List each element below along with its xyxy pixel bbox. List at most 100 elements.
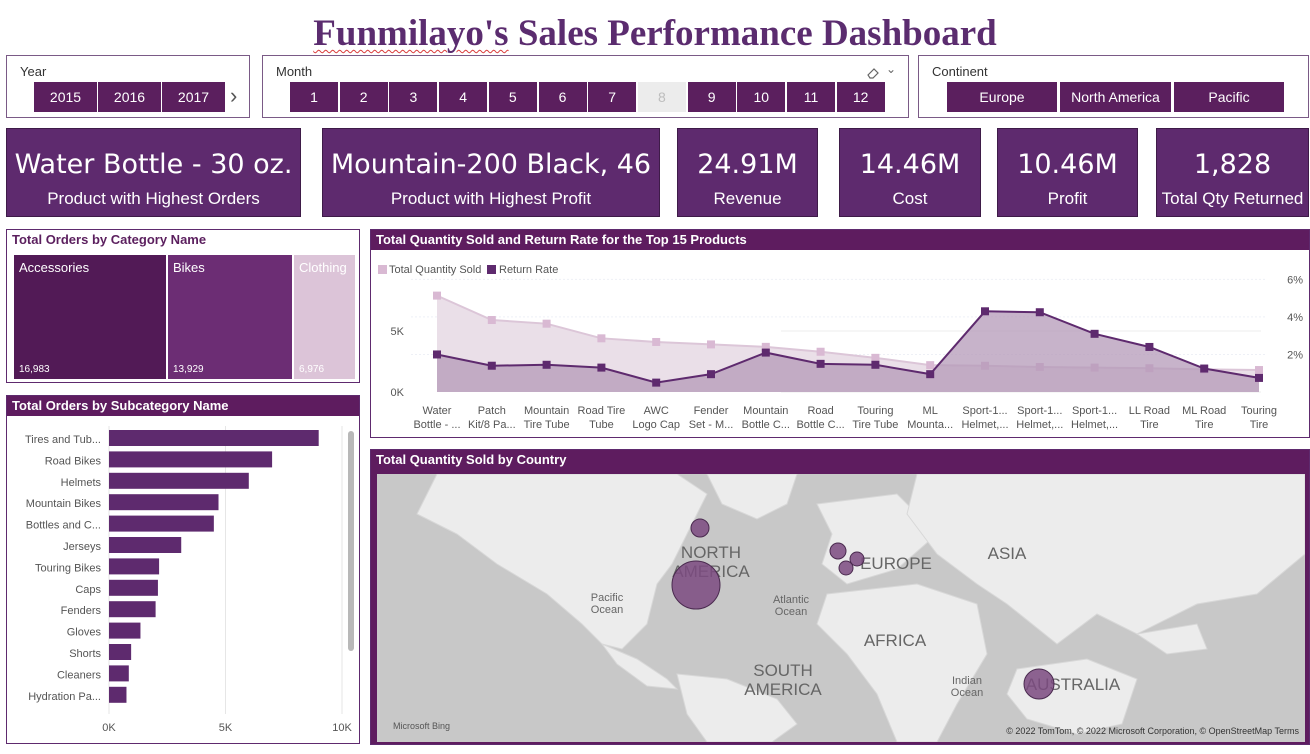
- return-rate-point[interactable]: [1255, 373, 1263, 382]
- quantity-point[interactable]: [707, 340, 715, 349]
- year-2016-button[interactable]: 2016: [98, 82, 161, 112]
- return-rate-point[interactable]: [981, 307, 989, 316]
- country-bubble[interactable]: [849, 551, 865, 567]
- subcategory-bar[interactable]: [109, 515, 214, 532]
- quantity-point[interactable]: [542, 319, 551, 328]
- subcategory-bar[interactable]: [109, 537, 182, 553]
- month-10-button[interactable]: 10: [737, 82, 786, 112]
- subcategory-bar[interactable]: [109, 451, 273, 468]
- x-tick-label: 10K: [332, 722, 352, 734]
- month-7-button[interactable]: 7: [588, 82, 637, 112]
- subcategory-bar[interactable]: [109, 494, 219, 511]
- chevron-right-icon[interactable]: ›: [230, 83, 238, 108]
- map-attribution[interactable]: © 2022 TomTom, © 2022 Microsoft Corporat…: [1006, 726, 1299, 736]
- quantity-point[interactable]: [761, 342, 770, 351]
- category-treemap-panel: Total Orders by Category Name Accessorie…: [6, 229, 360, 383]
- return-rate-area: [437, 311, 1259, 392]
- subcategory-bar[interactable]: [109, 644, 132, 660]
- continent-label: NORTH: [681, 543, 741, 562]
- return-rate-point[interactable]: [433, 350, 441, 359]
- quantity-point[interactable]: [433, 291, 441, 300]
- land-mass: [1135, 623, 1208, 655]
- subcategory-bar[interactable]: [109, 430, 319, 446]
- subcategory-chart-title: Total Orders by Subcategory Name: [7, 396, 359, 416]
- treemap-tile-accessories[interactable]: Accessories 16,983: [14, 255, 166, 379]
- x-tick-label: Mountain: [524, 405, 569, 417]
- page-title: Funmilayo's Sales Performance Dashboard: [0, 12, 1310, 55]
- quantity-point[interactable]: [597, 334, 606, 343]
- subcategory-bar[interactable]: [109, 622, 141, 639]
- return-rate-point[interactable]: [1200, 364, 1209, 373]
- continent-north-america-button[interactable]: North America: [1060, 82, 1171, 112]
- quantity-point[interactable]: [1255, 366, 1263, 375]
- month-8-button[interactable]: 8: [637, 82, 686, 112]
- scrollbar[interactable]: [348, 431, 354, 651]
- continent-pacific-button[interactable]: Pacific: [1174, 82, 1284, 112]
- subcategory-bar[interactable]: [109, 472, 249, 489]
- quantity-point[interactable]: [926, 361, 935, 370]
- month-11-button[interactable]: 11: [787, 82, 835, 112]
- month-2-button[interactable]: 2: [339, 82, 388, 112]
- x-tick-label: Set - M...: [689, 419, 734, 431]
- country-bubble[interactable]: [671, 560, 721, 610]
- return-rate-point[interactable]: [597, 363, 606, 372]
- kpi-qty-returned-card: 1,828 Total Qty Returned: [1156, 128, 1309, 217]
- quantity-point[interactable]: [487, 316, 496, 325]
- month-1-button[interactable]: 1: [290, 82, 338, 112]
- year-2017-button[interactable]: 2017: [162, 82, 225, 112]
- return-rate-point[interactable]: [871, 360, 880, 369]
- month-6-button[interactable]: 6: [538, 82, 587, 112]
- country-bubble[interactable]: [829, 542, 847, 560]
- kpi-label: Product with Highest Orders: [47, 189, 260, 208]
- return-rate-point[interactable]: [816, 359, 825, 368]
- ocean-label: Pacific: [591, 592, 624, 604]
- country-bubble[interactable]: [838, 560, 854, 576]
- return-rate-point[interactable]: [1090, 329, 1099, 338]
- country-bubble[interactable]: [690, 518, 710, 538]
- return-rate-point[interactable]: [1145, 342, 1154, 351]
- quantity-point[interactable]: [871, 353, 880, 362]
- return-rate-point[interactable]: [542, 360, 551, 369]
- month-12-button[interactable]: 12: [836, 82, 885, 112]
- quantity-point[interactable]: [652, 337, 661, 346]
- category-label: Bottles and C...: [26, 520, 101, 532]
- kpi-highest-orders-card: Water Bottle - 30 oz. Product with Highe…: [6, 128, 301, 217]
- year-slicer: Year 2015 2016 2017 ›: [6, 55, 250, 118]
- return-rate-point[interactable]: [487, 361, 496, 370]
- x-tick-label: Touring: [1241, 405, 1277, 417]
- tile-value: 16,983: [19, 364, 50, 375]
- x-tick-label: Touring: [857, 405, 893, 417]
- eraser-icon[interactable]: [866, 66, 880, 79]
- return-rate-point[interactable]: [707, 370, 715, 379]
- category-label: Helmets: [61, 477, 102, 489]
- treemap-tile-clothing[interactable]: Clothing 6,976: [294, 255, 355, 379]
- country-bubble[interactable]: [1023, 668, 1055, 700]
- year-2015-button[interactable]: 2015: [34, 82, 97, 112]
- continent-label: ASIA: [988, 544, 1027, 563]
- subcategory-bar[interactable]: [109, 665, 129, 682]
- x-tick-label: Bottle - ...: [413, 419, 460, 431]
- subcategory-bar[interactable]: [109, 579, 158, 596]
- subcategory-bar[interactable]: [109, 601, 156, 618]
- land-mass: [600, 642, 679, 690]
- world-map[interactable]: NORTHAMERICAEUROPEASIAAFRICASOUTHAMERICA…: [377, 474, 1305, 742]
- category-label: Touring Bikes: [35, 562, 102, 574]
- chevron-down-icon[interactable]: ⌄: [886, 62, 897, 76]
- return-rate-point[interactable]: [761, 348, 770, 357]
- x-tick-label: Road Tire: [578, 405, 626, 417]
- x-tick-label: Tire: [1140, 419, 1159, 431]
- month-5-button[interactable]: 5: [488, 82, 537, 112]
- subcategory-bar[interactable]: [109, 686, 127, 703]
- return-rate-point[interactable]: [926, 370, 935, 379]
- kpi-cost-card: 14.46M Cost: [839, 128, 981, 217]
- category-treemap-title: Total Orders by Category Name: [7, 230, 359, 250]
- quantity-point[interactable]: [816, 347, 825, 356]
- month-9-button[interactable]: 9: [687, 82, 736, 112]
- return-rate-point[interactable]: [1035, 308, 1044, 317]
- return-rate-point[interactable]: [652, 378, 661, 387]
- month-3-button[interactable]: 3: [389, 82, 438, 112]
- month-4-button[interactable]: 4: [439, 82, 488, 112]
- continent-europe-button[interactable]: Europe: [947, 82, 1057, 112]
- subcategory-bar[interactable]: [109, 558, 160, 575]
- treemap-tile-bikes[interactable]: Bikes 13,929: [168, 255, 292, 379]
